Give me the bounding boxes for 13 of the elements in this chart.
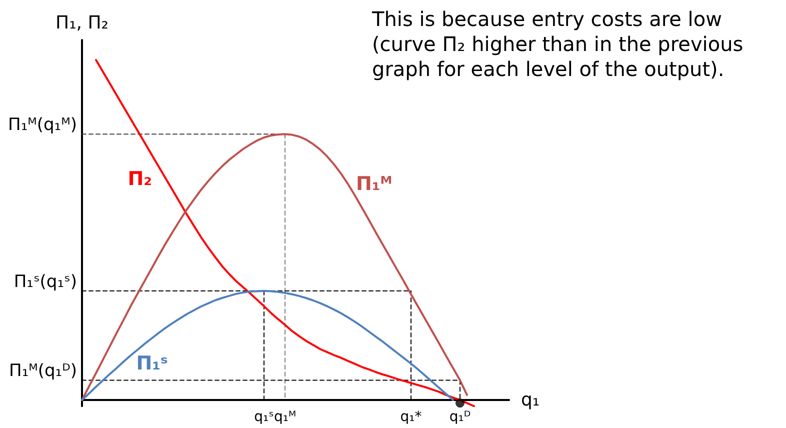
y-axis-title: Π₁, Π₂ (56, 12, 108, 34)
text: Π₁ᴹ(q₁ᴹ) (8, 115, 77, 135)
annotation: This is because entry costs are low (curve Π₂ higher than in the previous graph for each level of the output). (372, 7, 744, 82)
x-axis-title: q₁ (521, 390, 540, 410)
series-label: Π₂ (128, 168, 152, 190)
x-tick-label: q₁ᴹ (274, 409, 296, 426)
text: Π₁ᴹ(q₁ᴰ) (9, 361, 77, 381)
x-tick-label: q₁ˢ (254, 409, 274, 426)
x-tick-label: q₁ᴰ (449, 409, 471, 426)
series-label: Π₁ᴹ (356, 173, 392, 196)
x-tick-label: q₁* (400, 409, 422, 426)
series-label: Π₁ˢ (136, 352, 168, 375)
text: Π₁ˢ(q₁ˢ) (14, 272, 77, 292)
